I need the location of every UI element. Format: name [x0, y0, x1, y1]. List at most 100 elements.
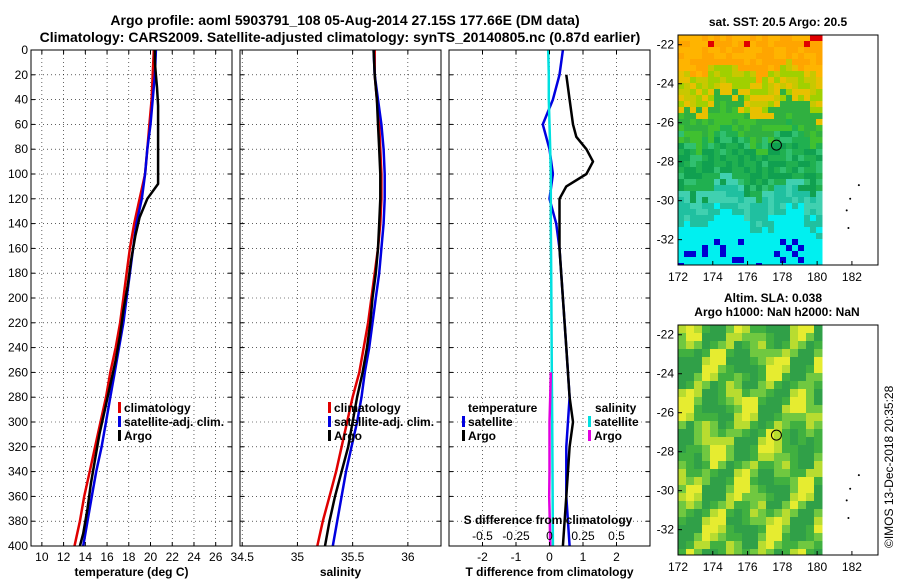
map-cell: [696, 197, 703, 204]
map-cell: [690, 197, 697, 204]
map-cell: [738, 77, 745, 84]
map-cell: [792, 149, 799, 156]
map-cell: [696, 77, 703, 84]
map-cell: [810, 65, 817, 72]
map-cell: [786, 161, 793, 168]
map-cell: [702, 509, 711, 518]
map-cell: [780, 155, 787, 162]
map-cell: [720, 53, 727, 60]
map-cell: [816, 227, 823, 234]
map-cell: [726, 155, 733, 162]
map-cell: [782, 421, 791, 430]
x-tick-label: 180: [807, 270, 827, 284]
map-cell: [702, 191, 709, 198]
map-cell: [780, 83, 787, 90]
map-cell: [780, 191, 787, 198]
map-cell: [798, 77, 805, 84]
series-line-climatology: [73, 50, 156, 546]
map-cell: [742, 493, 751, 502]
map-cell: [810, 209, 817, 216]
map-cell: [744, 119, 751, 126]
map-cell: [810, 215, 817, 222]
map-cell: [684, 173, 691, 180]
map-cell: [738, 197, 745, 204]
map-cell: [702, 341, 711, 350]
map-cell: [750, 167, 757, 174]
map-cell: [678, 101, 685, 108]
map-cell: [750, 173, 757, 180]
map-cell: [726, 533, 735, 542]
map-cell: [798, 525, 807, 534]
map-cell: [750, 125, 757, 132]
map-cell: [742, 453, 751, 462]
map-cell: [816, 77, 823, 84]
map-cell: [732, 59, 739, 66]
map-cell: [782, 549, 791, 555]
map-cell: [710, 477, 719, 486]
map-cell: [694, 397, 703, 406]
map-cell: [726, 341, 735, 350]
map-cell: [694, 525, 703, 534]
map-cell: [720, 77, 727, 84]
map-cell: [792, 161, 799, 168]
map-cell: [766, 469, 775, 478]
map-cell: [780, 203, 787, 210]
map-cell: [786, 227, 793, 234]
map-cell: [774, 263, 781, 265]
map-cell: [774, 405, 783, 414]
map-cell: [782, 413, 791, 422]
map-cell: [782, 437, 791, 446]
map-cell: [702, 469, 711, 478]
map-cell: [774, 125, 781, 132]
map-cell: [768, 131, 775, 138]
map-cell: [678, 149, 685, 156]
map-cell: [804, 131, 811, 138]
map-cell: [738, 53, 745, 60]
map-cell: [790, 397, 799, 406]
map-cell: [734, 461, 743, 470]
map-cell: [708, 239, 715, 246]
map-cell: [804, 89, 811, 96]
map-cell: [732, 227, 739, 234]
map-cell: [744, 257, 751, 264]
map-cell: [814, 485, 823, 494]
map-cell: [804, 221, 811, 228]
map-cell: [732, 119, 739, 126]
map-cell: [798, 257, 805, 264]
map-cell: [798, 83, 805, 90]
map-cell: [762, 185, 769, 192]
map-cell: [714, 209, 721, 216]
temp-legend: climatology satellite-adj. clim. Argo: [124, 401, 224, 443]
map-cell: [678, 485, 687, 494]
map-cell: [732, 185, 739, 192]
map-cell: [686, 325, 695, 334]
map-cell: [744, 245, 751, 252]
map-cell: [782, 389, 791, 398]
map-cell: [696, 125, 703, 132]
legend-sat-mark: [118, 416, 121, 427]
map-cell: [798, 239, 805, 246]
map-cell: [810, 71, 817, 78]
map-cell: [732, 257, 739, 264]
map-cell: [774, 533, 783, 542]
map-cell: [714, 119, 721, 126]
map-cell: [750, 131, 757, 138]
map-cell: [816, 137, 823, 144]
map-cell: [798, 35, 805, 42]
map-cell: [782, 445, 791, 454]
map-cell: [686, 341, 695, 350]
map-cell: [714, 113, 721, 120]
map-cell: [678, 191, 685, 198]
map-cell: [702, 549, 711, 555]
map-cell: [744, 197, 751, 204]
map-cell: [750, 357, 759, 366]
map-cell: [758, 445, 767, 454]
map-cell: [804, 257, 811, 264]
map-cell: [750, 421, 759, 430]
map-cell: [738, 167, 745, 174]
map-cell: [678, 413, 687, 422]
map-cell: [708, 203, 715, 210]
map-cell: [726, 257, 733, 264]
map-cell: [738, 125, 745, 132]
map-cell: [798, 381, 807, 390]
